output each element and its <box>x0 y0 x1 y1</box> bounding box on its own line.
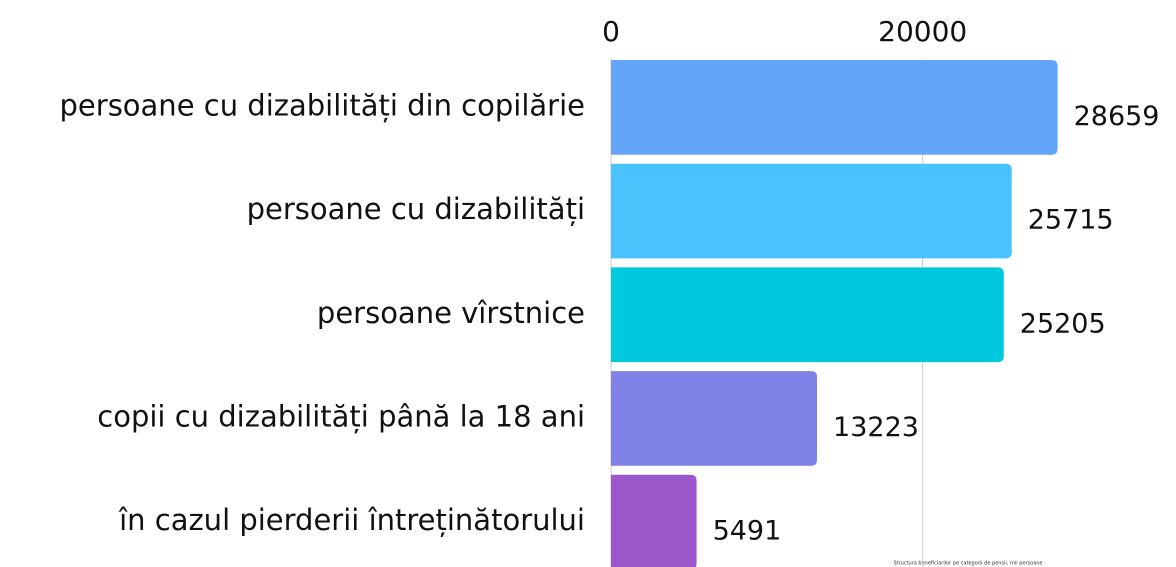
y-tick-label: persoane cu dizabilități <box>247 192 585 226</box>
bar <box>611 474 697 567</box>
bar <box>611 371 818 466</box>
value-label: 13223 <box>833 412 919 443</box>
chart-subtitle: Structura beneficiarilor pe categorii de… <box>893 561 1042 567</box>
value-label: 5491 <box>713 516 782 547</box>
value-label: 25715 <box>1028 205 1114 236</box>
bar <box>611 267 1004 363</box>
y-tick-label: persoane vîrstnice <box>317 296 585 330</box>
value-label: 28659 <box>1074 101 1160 132</box>
y-tick-label: persoane cu dizabilități din copilărie <box>60 88 585 122</box>
y-tick-label: copii cu dizabilități până la 18 ani <box>97 399 585 433</box>
value-label: 25205 <box>1020 308 1106 339</box>
bar <box>611 163 1012 259</box>
x-tick-label: 20000 <box>878 15 967 48</box>
x-tick-label: 0 <box>602 15 620 48</box>
y-tick-label: în cazul pierderii întreținătorului <box>118 503 585 537</box>
bar <box>611 60 1058 155</box>
